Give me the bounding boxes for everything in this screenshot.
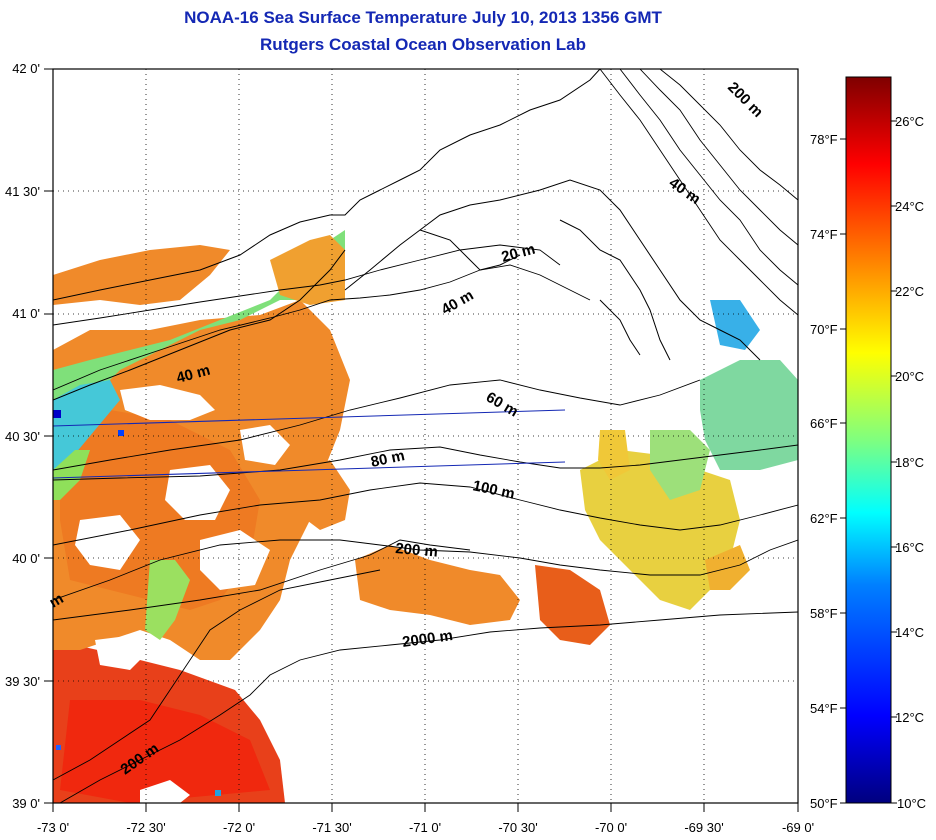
colorbar-celsius-label: 12°C xyxy=(895,710,924,725)
latitude-labels: 42 0' 41 30' 41 0' 40 30' 40 0' 39 30' 3… xyxy=(5,61,40,811)
contour-label-2000m: 2000 m xyxy=(401,627,454,651)
lon-label: -70 0' xyxy=(595,820,627,835)
colorbar-celsius-label: 26°C xyxy=(895,114,924,129)
contour-label-40m-a: 40 m xyxy=(439,287,477,319)
contour-label-200m-a: 200 m xyxy=(395,540,439,561)
lon-label: -71 30' xyxy=(312,820,351,835)
lat-label: 39 0' xyxy=(12,796,40,811)
colorbar-celsius-label: 16°C xyxy=(895,540,924,555)
colorbar-celsius-label: 22°C xyxy=(895,284,924,299)
lon-label: -72 0' xyxy=(223,820,255,835)
lat-label: 40 0' xyxy=(12,551,40,566)
colorbar-fahrenheit-label: 74°F xyxy=(810,227,838,242)
lon-label: -71 0' xyxy=(409,820,441,835)
colorbar-gradient xyxy=(845,76,892,804)
colorbar-celsius-label: 20°C xyxy=(895,369,924,384)
colorbar-fahrenheit-label: 70°F xyxy=(810,322,838,337)
coastline xyxy=(53,69,761,401)
lat-label: 41 30' xyxy=(5,184,40,199)
colorbar-fahrenheit-label: 78°F xyxy=(810,132,838,147)
lat-label: 40 30' xyxy=(5,429,40,444)
colorbar-fahrenheit-label: 54°F xyxy=(810,701,838,716)
colorbar-celsius-label: 24°C xyxy=(895,199,924,214)
sst-data-layer xyxy=(53,230,798,803)
map-title: NOAA-16 Sea Surface Temperature July 10,… xyxy=(184,8,662,27)
colorbar-celsius-label: 18°C xyxy=(895,455,924,470)
lat-label: 41 0' xyxy=(12,306,40,321)
contour-label-40m-c: 40 m xyxy=(666,174,704,208)
contour-label-200m-c: 200 m xyxy=(724,79,766,121)
lon-label: -72 30' xyxy=(126,820,165,835)
lon-label: -73 0' xyxy=(37,820,69,835)
map-subtitle: Rutgers Coastal Ocean Observation Lab xyxy=(260,35,586,54)
map-tick-marks xyxy=(44,68,799,812)
colorbar-fahrenheit-label: 50°F xyxy=(810,796,838,811)
longitude-labels: -73 0' -72 30' -72 0' -71 30' -71 0' -70… xyxy=(37,820,814,835)
lon-label: -69 30' xyxy=(684,820,723,835)
map-gridlines xyxy=(53,69,798,803)
colorbar-fahrenheit-label: 62°F xyxy=(810,511,838,526)
lon-label: -69 0' xyxy=(782,820,814,835)
contour-label-20m: 20 m xyxy=(500,241,537,266)
colorbar: 26°C 24°C 22°C 20°C 18°C 16°C 14°C 12°C … xyxy=(810,76,926,811)
contour-label-60m: 60 m xyxy=(483,389,521,421)
colorbar-celsius-label: 10°C xyxy=(897,796,926,811)
colorbar-fahrenheit-label: 66°F xyxy=(810,416,838,431)
colorbar-celsius-label: 14°C xyxy=(895,625,924,640)
lon-label: -70 30' xyxy=(498,820,537,835)
bathymetry-contours xyxy=(53,69,798,803)
colorbar-fahrenheit-label: 58°F xyxy=(810,606,838,621)
contour-label-80m: 80 m xyxy=(369,447,406,471)
contour-label-100m: 100 m xyxy=(471,477,516,502)
lat-label: 39 30' xyxy=(5,674,40,689)
track-lines xyxy=(52,409,566,479)
lat-label: 42 0' xyxy=(12,61,40,76)
